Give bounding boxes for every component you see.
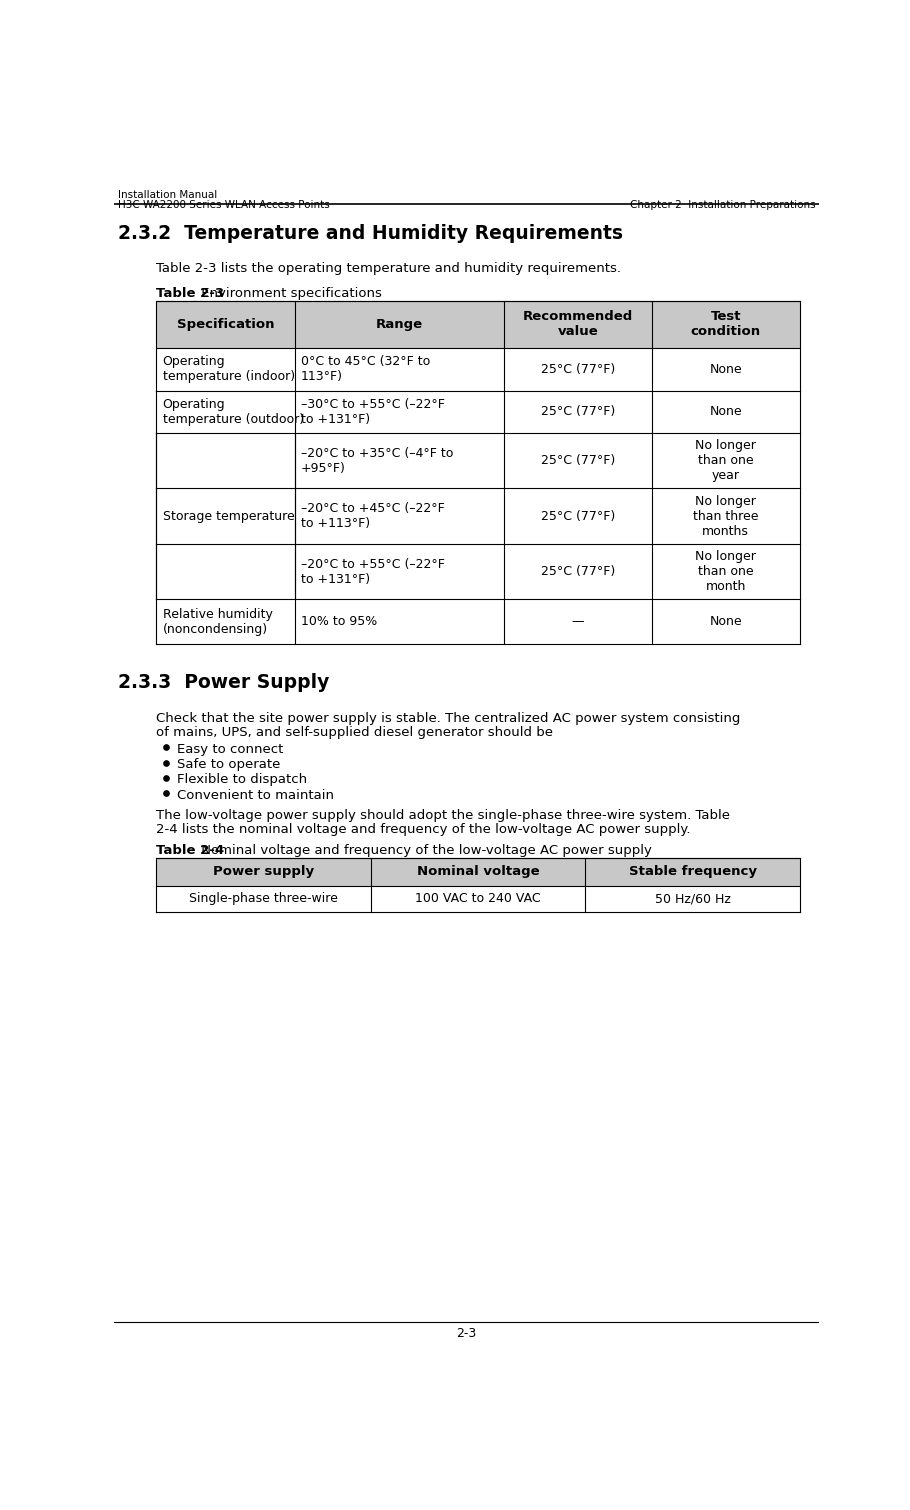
Text: None: None: [709, 362, 742, 376]
Text: Stable frequency: Stable frequency: [629, 865, 756, 879]
Text: Nominal voltage: Nominal voltage: [417, 865, 540, 879]
Text: No longer
than three
months: No longer than three months: [693, 495, 758, 538]
Text: None: None: [709, 405, 742, 418]
Text: Environment specifications: Environment specifications: [197, 287, 381, 299]
Text: Convenient to maintain: Convenient to maintain: [177, 788, 334, 802]
Text: 100 VAC to 240 VAC: 100 VAC to 240 VAC: [415, 892, 541, 906]
Text: 2-4 lists the nominal voltage and frequency of the low-voltage AC power supply.: 2-4 lists the nominal voltage and freque…: [157, 823, 691, 835]
Text: Nominal voltage and frequency of the low-voltage AC power supply: Nominal voltage and frequency of the low…: [197, 844, 652, 858]
Text: Recommended
value: Recommended value: [522, 311, 632, 338]
Text: Test
condition: Test condition: [691, 311, 761, 338]
Text: 0°C to 45°C (32°F to
113°F): 0°C to 45°C (32°F to 113°F): [301, 355, 430, 384]
Text: 25°C (77°F): 25°C (77°F): [541, 510, 615, 522]
Text: Operating
temperature (outdoor): Operating temperature (outdoor): [163, 397, 304, 426]
Bar: [157, 433, 800, 488]
Text: Easy to connect: Easy to connect: [177, 743, 284, 755]
Bar: [157, 488, 800, 544]
Text: of mains, UPS, and self-supplied diesel generator should be: of mains, UPS, and self-supplied diesel …: [157, 726, 553, 738]
Text: Table 2-3 lists the operating temperature and humidity requirements.: Table 2-3 lists the operating temperatur…: [157, 263, 622, 275]
Text: Storage temperature: Storage temperature: [163, 510, 294, 522]
Text: Operating
temperature (indoor): Operating temperature (indoor): [163, 355, 295, 384]
Bar: [157, 300, 800, 349]
Text: No longer
than one
month: No longer than one month: [695, 550, 756, 593]
Text: Chapter 2  Installation Preparations: Chapter 2 Installation Preparations: [630, 199, 815, 210]
Bar: [157, 391, 800, 433]
Bar: [157, 886, 800, 912]
Text: 2-3: 2-3: [456, 1327, 477, 1339]
Text: –20°C to +35°C (–4°F to
+95°F): –20°C to +35°C (–4°F to +95°F): [301, 447, 453, 474]
Text: –30°C to +55°C (–22°F
to +131°F): –30°C to +55°C (–22°F to +131°F): [301, 397, 445, 426]
Text: Safe to operate: Safe to operate: [177, 758, 280, 772]
Text: Single-phase three-wire: Single-phase three-wire: [189, 892, 338, 906]
Text: Installation Manual: Installation Manual: [117, 190, 217, 201]
Text: Table 2-4: Table 2-4: [157, 844, 225, 858]
Text: None: None: [709, 615, 742, 628]
Text: Table 2-3: Table 2-3: [157, 287, 225, 299]
Text: 25°C (77°F): 25°C (77°F): [541, 565, 615, 578]
Text: 2.3.3  Power Supply: 2.3.3 Power Supply: [117, 673, 329, 692]
Bar: [157, 858, 800, 886]
Text: Range: Range: [376, 319, 423, 331]
Text: No longer
than one
year: No longer than one year: [695, 439, 756, 482]
Text: H3C WA2200 Series WLAN Access Points: H3C WA2200 Series WLAN Access Points: [117, 199, 329, 210]
Bar: [157, 433, 295, 599]
Text: Specification: Specification: [177, 319, 274, 331]
Text: 10% to 95%: 10% to 95%: [301, 615, 377, 628]
Text: 25°C (77°F): 25°C (77°F): [541, 405, 615, 418]
Text: Flexible to dispatch: Flexible to dispatch: [177, 773, 308, 787]
Bar: [157, 349, 800, 391]
Text: Check that the site power supply is stable. The centralized AC power system cons: Check that the site power supply is stab…: [157, 711, 741, 725]
Bar: [157, 544, 800, 599]
Text: –20°C to +45°C (–22°F
to +113°F): –20°C to +45°C (–22°F to +113°F): [301, 503, 445, 530]
Bar: [157, 599, 800, 643]
Text: Relative humidity
(noncondensing): Relative humidity (noncondensing): [163, 607, 272, 636]
Text: Power supply: Power supply: [213, 865, 314, 879]
Text: 50 Hz/60 Hz: 50 Hz/60 Hz: [654, 892, 731, 906]
Text: 25°C (77°F): 25°C (77°F): [541, 455, 615, 467]
Text: –20°C to +55°C (–22°F
to +131°F): –20°C to +55°C (–22°F to +131°F): [301, 557, 445, 586]
Text: The low-voltage power supply should adopt the single-phase three-wire system. Ta: The low-voltage power supply should adop…: [157, 809, 731, 821]
Text: —: —: [571, 615, 584, 628]
Text: 2.3.2  Temperature and Humidity Requirements: 2.3.2 Temperature and Humidity Requireme…: [117, 223, 622, 243]
Text: 25°C (77°F): 25°C (77°F): [541, 362, 615, 376]
